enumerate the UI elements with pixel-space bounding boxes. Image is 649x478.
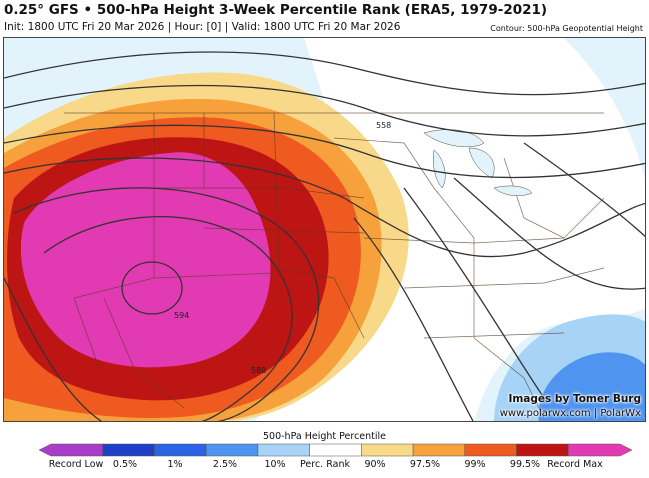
colorbar-label-1: 1% <box>167 459 183 470</box>
credit-website[interactable]: www.polarwx.com | PolarWx <box>499 408 641 419</box>
map-panel: 558 588 594 <box>3 37 646 422</box>
colorbar-label-99-5: 99.5% <box>509 459 541 470</box>
colorbar-label-99: 99% <box>464 459 486 470</box>
colorbar-label-perc-rank: Perc. Rank <box>300 459 350 470</box>
colorbar-segment-mid <box>309 443 362 457</box>
map-subtitle: Init: 1800 UTC Fri 20 Mar 2026 | Hour: [… <box>4 21 401 33</box>
colorbar-label-record-low: Record Low <box>48 459 104 470</box>
colorbar-segment-p1 <box>154 443 207 457</box>
colorbar-segment-record-max <box>568 443 633 457</box>
colorbar-segment-p97-5 <box>412 443 466 457</box>
colorbar-label-record-max: Record Max <box>547 459 603 470</box>
colorbar <box>38 443 633 457</box>
colorbar-segment-p99 <box>464 443 517 457</box>
colorbar-label-2-5: 2.5% <box>212 459 238 470</box>
colorbar-segment-p0-5 <box>102 443 155 457</box>
colorbar-label-10: 10% <box>264 459 286 470</box>
below-normal-medium <box>538 352 645 421</box>
contour-label-594: 594 <box>174 311 189 320</box>
percentile-map: 558 588 594 <box>4 38 645 421</box>
colorbar-label-97-5: 97.5% <box>409 459 441 470</box>
colorbar-segment-p99-5 <box>516 443 569 457</box>
contour-label-558: 558 <box>376 121 391 130</box>
colorbar-labels: Record Low 0.5% 1% 2.5% 10% Perc. Rank 9… <box>0 459 649 473</box>
high-center-contour <box>121 261 183 315</box>
great-lakes <box>423 129 533 196</box>
colorbar-segment-p10 <box>257 443 310 457</box>
colorbar-title: 500-hPa Height Percentile <box>262 431 387 442</box>
colorbar-label-0-5: 0.5% <box>112 459 138 470</box>
colorbar-segment-p2-5 <box>205 443 259 457</box>
height-contours <box>4 51 645 421</box>
contour-label-588: 588 <box>251 366 266 375</box>
map-title: 0.25° GFS • 500-hPa Height 3-Week Percen… <box>4 2 548 18</box>
contour-note: Contour: 500-hPa Geopotential Height <box>490 24 643 33</box>
credit-author: Images by Tomer Burg <box>508 393 641 405</box>
colorbar-segment-p90 <box>361 443 414 457</box>
colorbar-segment-record-low <box>38 443 103 457</box>
boundaries <box>64 112 605 419</box>
colorbar-label-90: 90% <box>364 459 386 470</box>
record-max-region <box>20 152 271 368</box>
